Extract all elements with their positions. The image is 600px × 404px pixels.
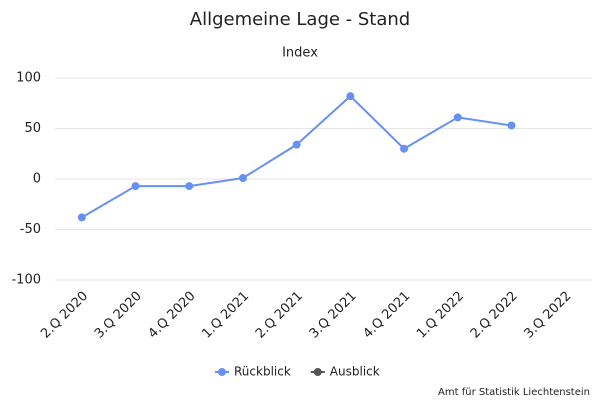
x-tick-label: 1.Q 2021 bbox=[199, 289, 252, 342]
point bbox=[507, 121, 516, 130]
y-tick-label: 0 bbox=[33, 172, 41, 187]
x-tick-label: 2.Q 2021 bbox=[253, 289, 306, 342]
point bbox=[238, 173, 247, 182]
chart-title: Allgemeine Lage - Stand bbox=[190, 9, 410, 30]
x-tick-label: 1.Q 2022 bbox=[414, 289, 467, 342]
x-tick-label: 4.Q 2020 bbox=[146, 289, 199, 342]
y-tick-label: 100 bbox=[16, 71, 41, 86]
x-tick-label: 3.Q 2022 bbox=[522, 289, 575, 342]
y-tick-label: -50 bbox=[20, 222, 41, 237]
legend-label: Ausblick bbox=[330, 365, 380, 379]
x-tick-label: 2.Q 2020 bbox=[38, 289, 91, 342]
point bbox=[185, 182, 194, 191]
point bbox=[346, 92, 355, 101]
chart-subtitle: Index bbox=[282, 46, 318, 61]
x-tick-label: 3.Q 2020 bbox=[92, 289, 145, 342]
point bbox=[77, 213, 86, 222]
credit: Amt für Statistik Liechtenstein bbox=[438, 387, 590, 398]
y-tick-label: -100 bbox=[11, 273, 41, 288]
x-tick-label: 4.Q 2021 bbox=[360, 289, 413, 342]
x-tick-label: 2.Q 2022 bbox=[468, 289, 521, 342]
legend-label: Rückblick bbox=[234, 365, 291, 379]
legend-marker bbox=[218, 368, 226, 376]
x-tick-label: 3.Q 2021 bbox=[307, 289, 360, 342]
point bbox=[292, 140, 301, 149]
y-tick-label: 50 bbox=[24, 121, 41, 136]
point bbox=[453, 113, 462, 122]
point bbox=[400, 144, 409, 153]
point bbox=[131, 182, 140, 191]
legend-marker bbox=[313, 368, 322, 376]
series-line bbox=[81, 94, 512, 219]
